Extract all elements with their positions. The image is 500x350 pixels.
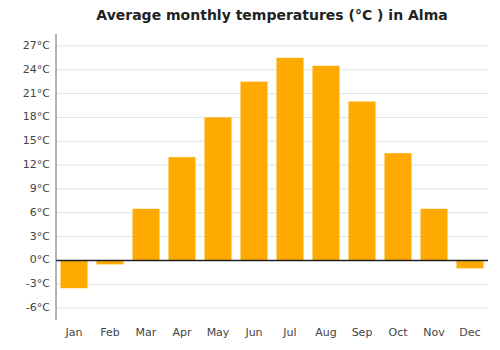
tick-label: Jul [282,326,296,339]
grid-line [56,260,488,261]
tick-label: Nov [423,326,445,339]
tick-label: Feb [100,326,119,339]
chart-container: -6°C -3°C 0°C 3°C 6°C 9°C 12°C 15°C 18°C 21°C 24°C… [0,0,500,350]
bar [457,260,484,268]
bar [241,82,268,261]
tick-label: -6°C [26,301,50,314]
y-axis: -6°C -3°C 0°C 3°C 6°C 9°C 12°C 15°C 18°C 21°C 24°C… [23,39,50,314]
zero-line [56,260,488,262]
grid-line [56,188,488,189]
chart: -6°C -3°C 0°C 3°C 6°C 9°C 12°C 15°C 18°C 21°C 24°C… [0,0,500,350]
tick-label: Jan [65,326,83,339]
grid-line [56,141,488,142]
grid-line [56,308,488,309]
bar [421,209,448,261]
tick-label: Oct [388,326,408,339]
bar [61,260,88,288]
tick-label: 27°C [23,39,50,52]
x-axis: Jan Feb Mar Apr May Jun Jul Aug Sep Oct Nov Dec [65,326,481,339]
grid-line [56,93,488,94]
bar [349,102,376,261]
bar [169,157,196,260]
tick-label: Mar [136,326,157,339]
grid-line [56,284,488,285]
tick-label: 18°C [23,110,50,123]
tick-label: -3°C [26,277,50,290]
bars [61,58,484,288]
bar [385,153,412,260]
title: Average monthly temperatures (°C ) in Al… [96,7,447,23]
bar [205,117,232,260]
tick-label: 9°C [30,182,50,195]
bar [313,66,340,261]
y-axis-line [56,34,57,320]
tick-label: Dec [459,326,480,339]
grid-line [56,117,488,118]
tick-label: 24°C [23,63,50,76]
grid-line [56,45,488,46]
grid [56,46,488,308]
tick-label: Jun [244,326,262,339]
grid-line [56,69,488,70]
tick-label: Aug [315,326,336,339]
grid-line [56,165,488,166]
tick-label: 21°C [23,87,50,100]
tick-label: 0°C [30,253,50,266]
bar [277,58,304,261]
tick-label: Sep [352,326,373,339]
tick-label: 12°C [23,158,50,171]
bar [133,209,160,261]
tick-label: May [207,326,230,339]
tick-label: 3°C [30,230,50,243]
tick-label: 6°C [30,206,50,219]
tick-label: Apr [172,326,192,339]
tick-label: 15°C [23,134,50,147]
